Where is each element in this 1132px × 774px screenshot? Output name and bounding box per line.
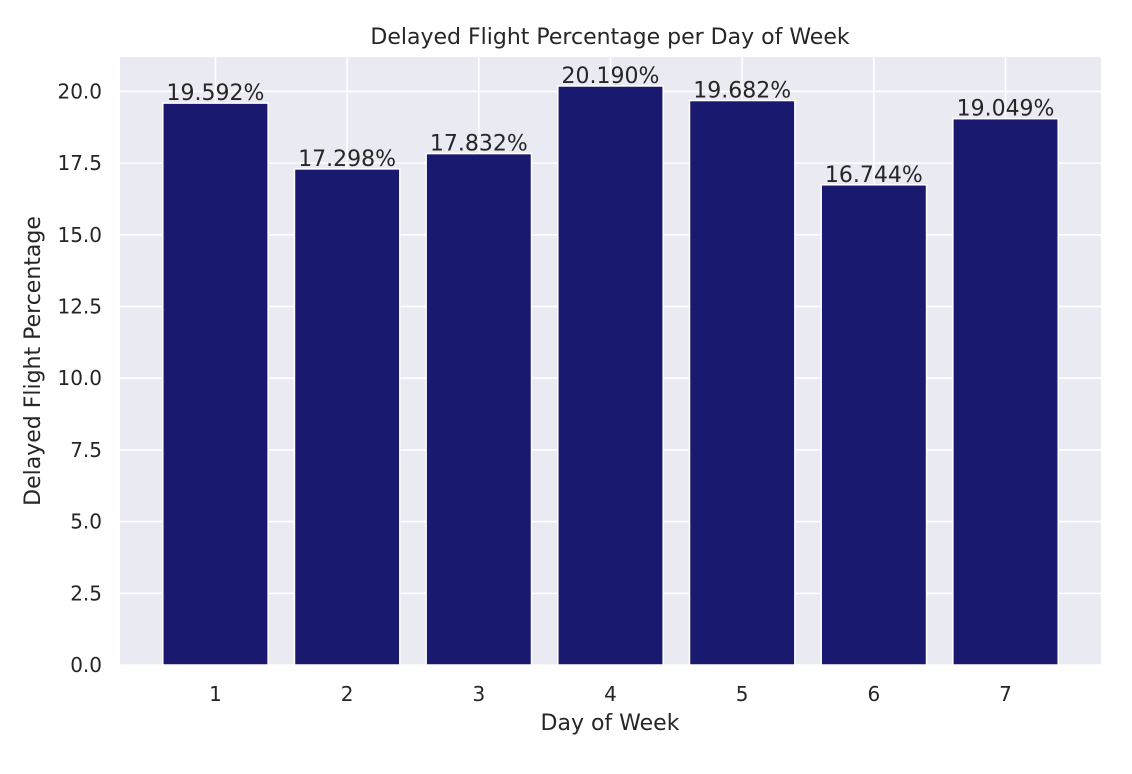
y-tick-label: 17.5 [57, 151, 102, 175]
bars [162, 85, 1059, 666]
bar-value-label: 16.744% [825, 163, 923, 188]
y-tick-label: 15.0 [57, 223, 102, 247]
x-tick-label: 7 [999, 682, 1012, 706]
bar-day-2 [293, 168, 401, 666]
y-axis-label: Delayed Flight Percentage [21, 216, 46, 506]
chart-title: Delayed Flight Percentage per Day of Wee… [370, 25, 849, 50]
bar-labels: 19.592% 17.298% 17.832% 20.190% 19.682% 16.74… [167, 64, 1055, 188]
y-axis-ticks: 0.0 2.5 5.0 7.5 10.0 12.5 15.0 17.5 20.0 [57, 79, 102, 677]
x-tick-label: 3 [472, 682, 485, 706]
y-tick-label: 10.0 [57, 366, 102, 390]
bar-value-label: 17.832% [430, 132, 528, 157]
y-tick-label: 5.0 [70, 510, 102, 534]
x-axis-label: Day of Week [541, 711, 680, 736]
bar-day-3 [425, 152, 533, 666]
x-axis-ticks: 1 2 3 4 5 6 7 [209, 682, 1012, 706]
bar-value-label: 20.190% [562, 64, 660, 89]
x-tick-label: 6 [867, 682, 880, 706]
bar-value-label: 17.298% [298, 147, 396, 172]
bar-value-label: 19.049% [957, 97, 1055, 122]
x-tick-label: 2 [341, 682, 354, 706]
y-tick-label: 12.5 [57, 295, 102, 319]
bar-day-4 [557, 85, 664, 666]
bar-day-7 [952, 117, 1059, 666]
y-tick-label: 0.0 [70, 653, 102, 677]
bar-day-5 [688, 99, 796, 666]
y-tick-label: 20.0 [57, 79, 102, 103]
bar-day-1 [162, 102, 269, 666]
bar-value-label: 19.682% [693, 79, 791, 104]
bar-day-6 [820, 184, 928, 666]
x-tick-label: 1 [209, 682, 222, 706]
x-tick-label: 4 [604, 682, 617, 706]
y-tick-label: 2.5 [70, 581, 102, 605]
bar-value-label: 19.592% [167, 81, 265, 106]
y-tick-label: 7.5 [70, 438, 102, 462]
x-tick-label: 5 [736, 682, 749, 706]
